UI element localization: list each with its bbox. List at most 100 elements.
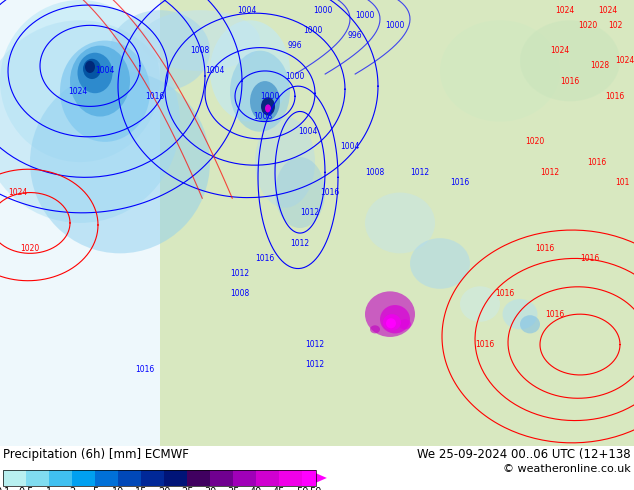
Ellipse shape [520,315,540,333]
Ellipse shape [250,81,280,122]
Text: 1000: 1000 [285,72,305,80]
Text: 45: 45 [273,487,285,490]
Ellipse shape [370,325,380,333]
Ellipse shape [77,53,112,93]
Ellipse shape [110,10,210,91]
Ellipse shape [365,292,415,337]
Ellipse shape [440,20,560,122]
Text: 0.5: 0.5 [18,487,34,490]
Text: 1008: 1008 [230,290,250,298]
Text: 1020: 1020 [20,244,39,253]
Bar [164,470,187,486]
Text: 50: 50 [296,487,308,490]
Bar [72,470,95,486]
Bar [187,470,210,486]
Text: 101: 101 [615,178,629,187]
Bar [3,470,316,486]
Bar [141,470,164,486]
Ellipse shape [60,41,150,142]
Text: 1012: 1012 [230,269,250,278]
Text: 1020: 1020 [526,137,545,147]
Text: 1016: 1016 [605,92,624,101]
Bar [302,470,316,486]
Text: 1000: 1000 [385,21,404,30]
Ellipse shape [0,0,160,162]
Text: 102: 102 [608,21,622,30]
Text: 1012: 1012 [306,360,325,369]
Ellipse shape [230,50,290,132]
Text: 2: 2 [69,487,75,490]
Text: 1024: 1024 [555,5,574,15]
Bar [3,470,26,486]
Ellipse shape [261,98,275,116]
Ellipse shape [0,20,180,223]
Text: 1016: 1016 [560,76,579,86]
Ellipse shape [520,20,620,101]
Text: 1016: 1016 [256,254,275,263]
Ellipse shape [70,46,130,117]
Text: 1020: 1020 [578,21,598,30]
Text: 1008: 1008 [254,112,273,121]
Ellipse shape [83,59,101,79]
Bar [118,470,141,486]
Text: 1024: 1024 [616,56,634,65]
Text: 1016: 1016 [580,254,600,263]
Text: 996: 996 [288,41,302,50]
Text: 1016: 1016 [136,366,155,374]
Text: 15: 15 [135,487,147,490]
Text: 1016: 1016 [545,310,565,318]
Text: 1000: 1000 [313,5,333,15]
Text: 1012: 1012 [410,168,430,177]
Text: We 25-09-2024 00..06 UTC (12+138: We 25-09-2024 00..06 UTC (12+138 [417,448,631,461]
Text: 1000: 1000 [303,26,323,35]
Bar [95,470,118,486]
Ellipse shape [275,157,325,228]
Text: 1016: 1016 [145,92,165,101]
Bar [256,470,279,486]
Text: © weatheronline.co.uk: © weatheronline.co.uk [503,464,631,474]
Text: 50: 50 [309,487,322,490]
Ellipse shape [399,319,411,329]
Text: Precipitation (6h) [mm] ECMWF: Precipitation (6h) [mm] ECMWF [3,448,189,461]
Text: 996: 996 [347,31,362,40]
Text: 1004: 1004 [205,67,224,75]
Ellipse shape [410,238,470,289]
Text: 1024: 1024 [8,188,28,197]
Ellipse shape [85,61,95,73]
Bar [49,470,72,486]
Polygon shape [308,470,327,486]
Text: 1004: 1004 [237,5,257,15]
Text: 1028: 1028 [590,61,609,71]
Text: 1016: 1016 [450,178,470,187]
Text: 1024: 1024 [68,87,87,96]
Text: 30: 30 [204,487,216,490]
Ellipse shape [365,193,435,253]
Text: 1008: 1008 [365,168,385,177]
Bar [0,0,170,446]
Text: 25: 25 [181,487,193,490]
Ellipse shape [140,10,260,71]
Text: 1008: 1008 [190,46,210,55]
Ellipse shape [386,318,396,328]
Text: 1016: 1016 [320,188,340,197]
Bar [26,470,49,486]
Text: 35: 35 [227,487,239,490]
Text: 1016: 1016 [535,244,555,253]
Text: 1000: 1000 [261,92,280,101]
Text: 1016: 1016 [587,158,607,167]
Text: 40: 40 [250,487,262,490]
Text: 1016: 1016 [476,340,495,349]
Ellipse shape [30,71,210,253]
Text: 10: 10 [112,487,124,490]
Text: 1016: 1016 [495,290,515,298]
Text: 0.1: 0.1 [0,487,11,490]
Ellipse shape [210,20,290,122]
Text: 1012: 1012 [306,340,325,349]
Ellipse shape [503,299,538,329]
Text: 1004: 1004 [340,143,359,151]
Bar [233,470,256,486]
Ellipse shape [383,314,401,330]
Text: 1004: 1004 [299,127,318,136]
Text: 1012: 1012 [301,208,320,218]
Bar [160,0,634,446]
